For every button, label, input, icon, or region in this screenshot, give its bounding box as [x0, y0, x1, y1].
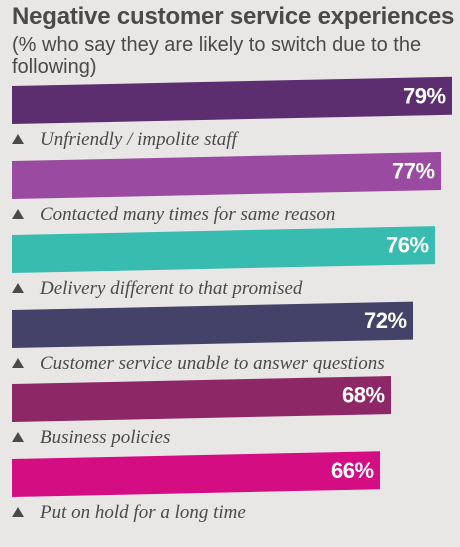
category-label: Customer service unable to answer questi…: [12, 353, 385, 375]
category-text: Business policies: [40, 427, 171, 448]
bar-value-label: 77%: [392, 158, 435, 184]
category-text: Unfriendly / impolite staff: [40, 129, 237, 150]
bar-4: 72%: [12, 301, 413, 348]
bar-value-label: 66%: [331, 457, 374, 483]
category-label: Put on hold for a long time: [12, 502, 246, 524]
bar-value-label: 72%: [364, 308, 407, 334]
triangle-up-icon: [12, 283, 24, 293]
category-text: Put on hold for a long time: [40, 502, 246, 523]
bar-2: 77%: [12, 152, 441, 199]
category-text: Customer service unable to answer questi…: [40, 353, 385, 374]
bar-value-label: 76%: [386, 232, 429, 258]
bar-6: 66%: [12, 451, 380, 497]
triangle-up-icon: [12, 507, 24, 517]
triangle-up-icon: [12, 432, 24, 442]
category-text: Delivery different to that promised: [40, 278, 303, 299]
bar-1: 79%: [12, 76, 452, 124]
bar-value-label: 68%: [342, 382, 385, 408]
chart-subtitle: (% who say they are likely to switch due…: [12, 34, 422, 78]
category-text: Contacted many times for same reason: [40, 204, 336, 225]
chart-title: Negative customer service experiences: [12, 3, 455, 30]
bar-5: 68%: [12, 376, 391, 422]
category-label: Business policies: [12, 427, 170, 449]
bar-value-label: 79%: [403, 83, 446, 109]
category-label: Delivery different to that promised: [12, 278, 302, 300]
category-label: Contacted many times for same reason: [12, 204, 335, 226]
triangle-up-icon: [12, 358, 24, 368]
category-label: Unfriendly / impolite staff: [12, 129, 237, 151]
triangle-up-icon: [12, 209, 24, 219]
triangle-up-icon: [12, 134, 24, 144]
bar-3: 76%: [12, 226, 435, 273]
